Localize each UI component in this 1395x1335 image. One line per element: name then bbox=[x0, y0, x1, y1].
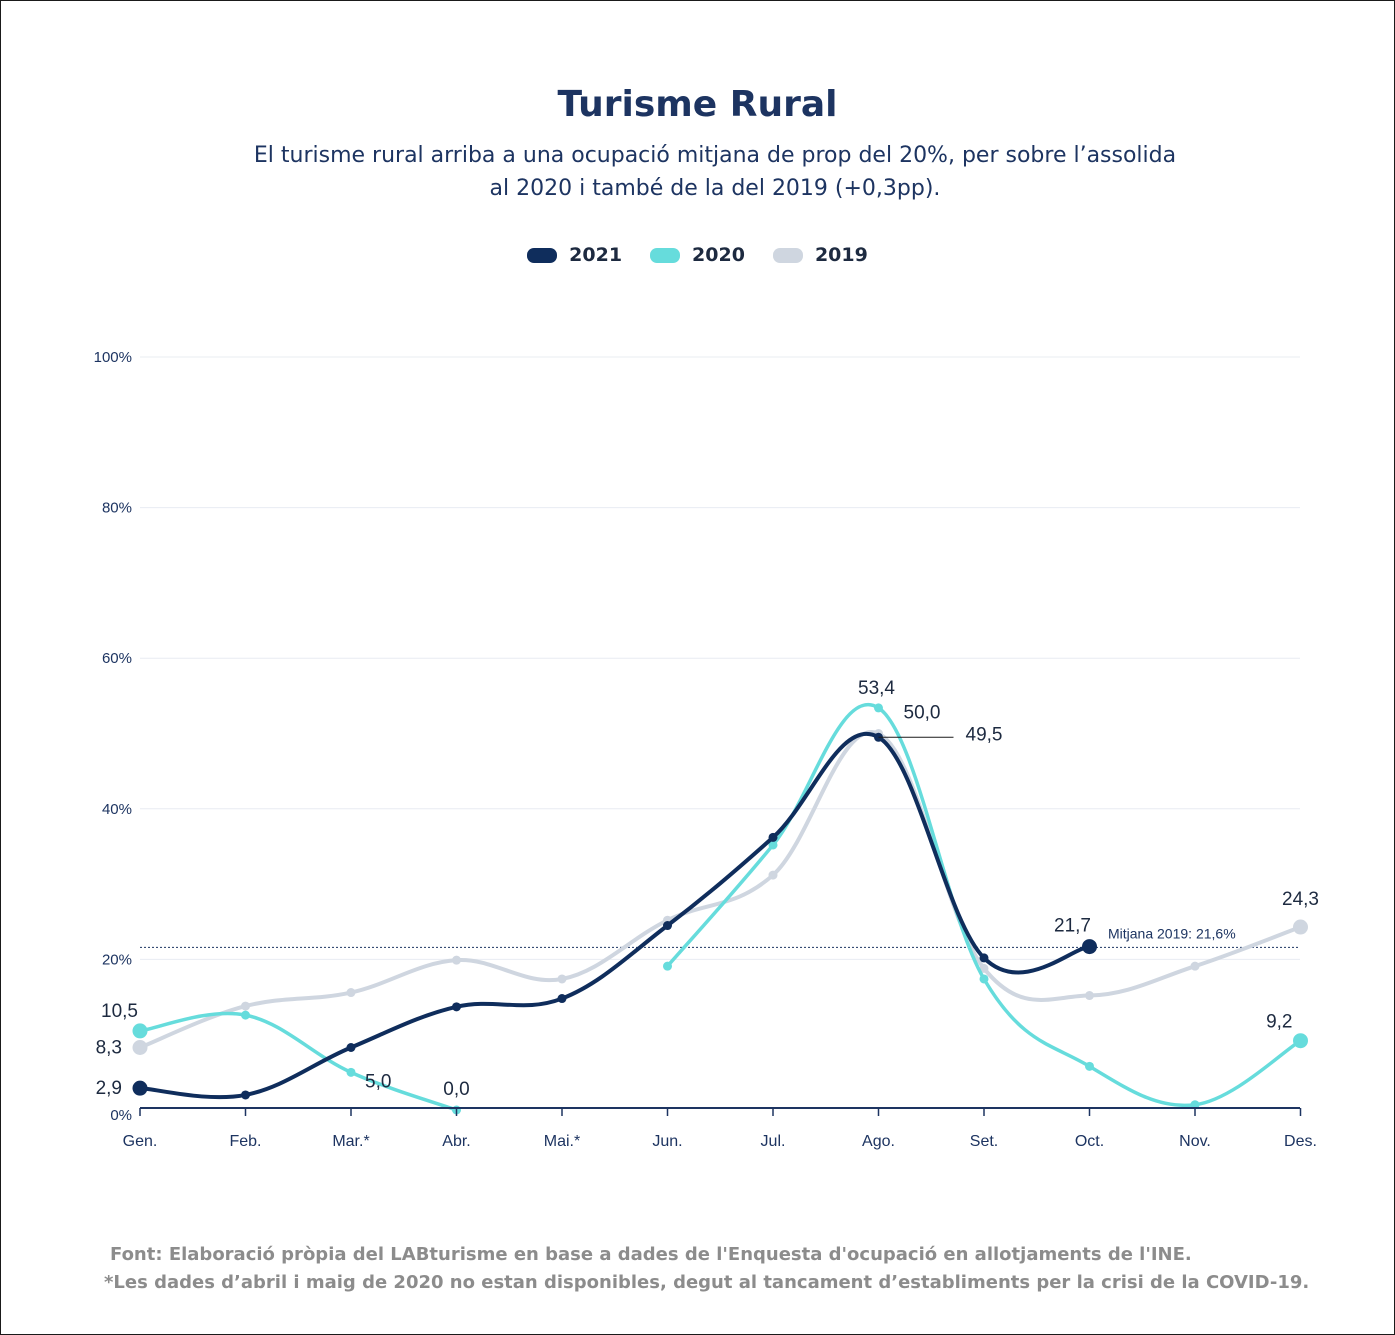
data-point-2020 bbox=[768, 840, 778, 850]
series-line-2020 bbox=[665, 703, 1303, 1108]
reference-line: Mitjana 2019: 21,6% bbox=[140, 925, 1300, 948]
series-line-2021 bbox=[138, 732, 1092, 1100]
legend-item-2021[interactable]: 2021 bbox=[527, 244, 622, 266]
data-point-2019 bbox=[1293, 919, 1308, 935]
data-point-2020 bbox=[874, 703, 883, 713]
series-line-2019 bbox=[138, 729, 1303, 1050]
chart-subtitle-line-2: al 2020 i també de la del 2019 (+0,3pp). bbox=[489, 176, 941, 201]
legend-item-2019[interactable]: 2019 bbox=[772, 244, 868, 266]
x-tick-label: Mar.* bbox=[332, 1133, 369, 1150]
data-label-2020: 5,0 bbox=[365, 1071, 391, 1092]
data-label-2019: 50,0 bbox=[904, 703, 941, 724]
x-tick-label: Oct. bbox=[1075, 1133, 1104, 1150]
y-tick-label: 0% bbox=[110, 1107, 132, 1124]
legend-label-2019: 2019 bbox=[814, 244, 868, 266]
data-point-2021 bbox=[346, 1043, 356, 1053]
legend-item-2020[interactable]: 2020 bbox=[650, 244, 745, 266]
data-point-2020 bbox=[346, 1067, 356, 1077]
data-point-2020 bbox=[979, 974, 989, 984]
data-point-2021 bbox=[768, 832, 778, 842]
data-point-2021 bbox=[663, 921, 672, 931]
x-tick-label: Jun. bbox=[652, 1133, 682, 1150]
y-tick-label: 20% bbox=[102, 951, 132, 968]
y-tick-label: 100% bbox=[94, 349, 132, 366]
data-point-2019 bbox=[132, 1040, 148, 1056]
data-label-2020: 9,2 bbox=[1266, 1012, 1292, 1033]
x-tick-label: Nov. bbox=[1179, 1133, 1211, 1150]
data-label-2021: 49,5 bbox=[966, 724, 1003, 745]
chart-legend: 2021 2020 2019 bbox=[0, 244, 1395, 266]
data-point-2021 bbox=[979, 953, 989, 963]
data-label-2020: 10,5 bbox=[101, 1001, 138, 1022]
legend-swatch-2020 bbox=[650, 247, 681, 263]
chart-title: Turisme Rural bbox=[557, 84, 838, 125]
data-point-2021 bbox=[241, 1090, 250, 1100]
data-point-2019 bbox=[346, 988, 356, 998]
data-point-2020 bbox=[1085, 1061, 1094, 1071]
x-tick-label: Set. bbox=[970, 1133, 998, 1150]
data-point-2019 bbox=[241, 1001, 250, 1011]
x-tick-label: Feb. bbox=[229, 1133, 261, 1150]
data-point-2019 bbox=[979, 963, 989, 973]
y-tick-label: 80% bbox=[102, 500, 132, 517]
data-point-2021 bbox=[452, 1002, 461, 1012]
data-point-2020 bbox=[132, 1023, 148, 1039]
data-label-2021: 21,7 bbox=[1054, 916, 1091, 937]
data-point-2021 bbox=[1082, 939, 1097, 955]
reference-line-label: Mitjana 2019: 21,6% bbox=[1108, 925, 1236, 941]
y-tick-label: 60% bbox=[102, 650, 132, 667]
x-tick-label: Jul. bbox=[761, 1133, 786, 1150]
data-labels: 8,3 50,0 24,3 10,5 5,0 0,0 53,4 9,2 2,9 49,5 21,7 bbox=[96, 678, 1319, 1100]
x-tick-label: Ago. bbox=[862, 1133, 895, 1150]
axes: 0% 20% 40% 60% 80% 100% Gen. Feb. Mar.* Abr. Mai.*… bbox=[94, 349, 1317, 1150]
data-point-2019 bbox=[768, 870, 778, 880]
data-point-2020 bbox=[663, 961, 672, 971]
chart-subtitle-line-1: El turisme rural arriba a una ocupació m… bbox=[253, 143, 1177, 168]
legend-label-2021: 2021 bbox=[569, 244, 623, 266]
y-tick-label: 40% bbox=[102, 801, 132, 818]
data-point-2019 bbox=[1190, 961, 1200, 971]
data-label-2020: 0,0 bbox=[443, 1079, 469, 1100]
x-tick-label: Gen. bbox=[123, 1133, 158, 1150]
data-label-2020: 53,4 bbox=[858, 678, 895, 699]
data-point-2021 bbox=[557, 994, 567, 1004]
series-lines bbox=[132, 703, 1308, 1115]
data-point-2020 bbox=[241, 1010, 250, 1020]
footnote-source: Font: Elaboració pròpia del LABturisme e… bbox=[110, 1244, 1192, 1265]
data-point-2020 bbox=[1293, 1033, 1308, 1049]
data-point-2019 bbox=[452, 955, 461, 965]
legend-swatch-2019 bbox=[772, 247, 803, 263]
data-label-2021: 2,9 bbox=[96, 1078, 122, 1099]
series-line-2020 bbox=[138, 1011, 459, 1112]
data-point-2020 bbox=[1190, 1100, 1200, 1110]
data-label-2019: 8,3 bbox=[96, 1038, 122, 1059]
data-label-2019: 24,3 bbox=[1282, 889, 1319, 910]
x-tick-label: Des. bbox=[1284, 1133, 1317, 1150]
data-point-2019 bbox=[1085, 991, 1094, 1001]
x-tick-label: Abr. bbox=[442, 1133, 470, 1150]
legend-swatch-2021 bbox=[527, 247, 558, 263]
footnote-covid: *Les dades d’abril i maig de 2020 no est… bbox=[104, 1272, 1310, 1293]
grid bbox=[140, 356, 1300, 960]
legend-label-2020: 2020 bbox=[692, 244, 745, 266]
x-tick-label: Mai.* bbox=[544, 1133, 580, 1150]
data-point-2019 bbox=[557, 974, 567, 984]
data-point-2021 bbox=[132, 1080, 148, 1096]
